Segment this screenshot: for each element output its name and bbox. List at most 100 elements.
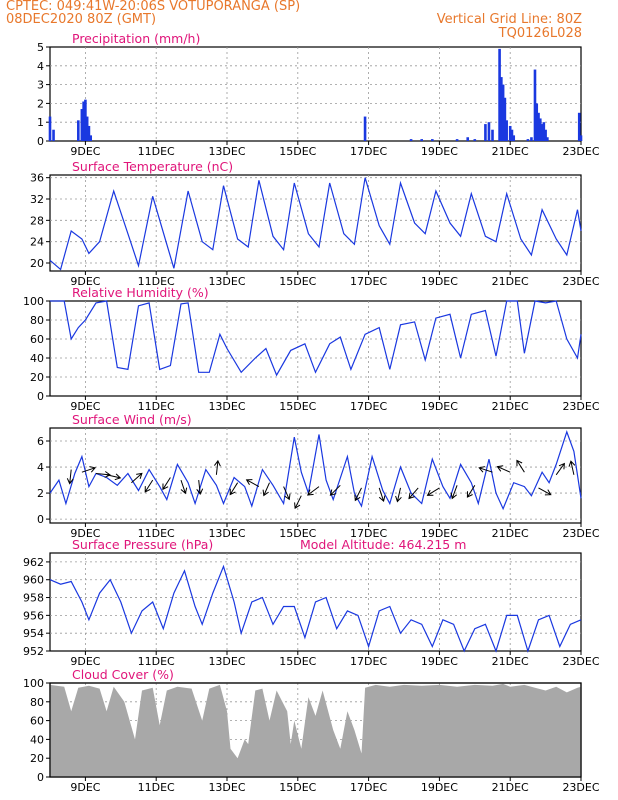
panel-frame xyxy=(49,300,582,397)
precip-bar xyxy=(409,139,413,141)
y-tick-label: 2 xyxy=(37,97,44,110)
precip-bar xyxy=(484,124,487,141)
panel-frame xyxy=(49,174,582,272)
precip-bar xyxy=(540,124,544,141)
y-tick-label: 954 xyxy=(23,627,44,640)
wind-arrow xyxy=(180,479,188,495)
y-tick-label: 0 xyxy=(37,135,44,148)
x-tick-label: 17DEC xyxy=(350,781,387,794)
precip-bar xyxy=(473,139,477,141)
panel-title: Relative Humidity (%) xyxy=(72,285,209,300)
x-tick-label: 13DEC xyxy=(208,527,245,540)
precip-bar xyxy=(544,129,547,141)
wind-arrow xyxy=(378,487,386,503)
panel-title: Cloud Cover (%) xyxy=(72,667,174,682)
y-tick-label: 60 xyxy=(30,715,44,728)
wind-arrow xyxy=(408,487,419,500)
wind-arrow xyxy=(538,487,552,496)
precip-bar xyxy=(363,116,367,141)
y-tick-label: 2 xyxy=(37,487,44,500)
wind-arrow xyxy=(245,479,260,488)
precip-bar xyxy=(537,112,540,141)
x-tick-label: 19DEC xyxy=(421,527,458,540)
wind-arrow xyxy=(131,472,143,484)
precip-bar xyxy=(546,137,549,141)
x-tick-label: 15DEC xyxy=(279,275,316,288)
model-code: TQ0126L028 xyxy=(498,26,582,41)
x-tick-label: 19DEC xyxy=(421,655,458,668)
station-header: CPTEC: 049:41W-20:06S VOTUPORANGA (SP) xyxy=(6,0,301,14)
panel-title: Precipitation (mm/h) xyxy=(72,31,200,46)
y-tick-label: 28 xyxy=(30,214,44,227)
x-tick-label: 17DEC xyxy=(350,145,387,158)
precip-bar xyxy=(508,125,512,141)
wind-arrow xyxy=(466,485,476,498)
x-tick-label: 23DEC xyxy=(562,655,599,668)
x-tick-label: 19DEC xyxy=(421,275,458,288)
x-tick-label: 21DEC xyxy=(492,655,529,668)
wind-arrow xyxy=(516,459,525,473)
precip-bar xyxy=(505,120,508,141)
x-tick-label: 9DEC xyxy=(70,275,100,288)
y-tick-label: 20 xyxy=(30,371,44,384)
rh-line xyxy=(50,300,582,377)
wind-arrow xyxy=(106,473,122,481)
y-tick-label: 6 xyxy=(37,435,44,448)
precip-bar xyxy=(455,139,459,141)
panel-frame xyxy=(49,427,582,524)
precip-bar xyxy=(80,109,84,141)
x-tick-label: 23DEC xyxy=(562,275,599,288)
x-tick-label: 17DEC xyxy=(350,655,387,668)
x-tick-label: 15DEC xyxy=(279,400,316,413)
precip-bar xyxy=(420,139,423,141)
x-tick-label: 15DEC xyxy=(279,145,316,158)
temp-line xyxy=(49,177,582,271)
x-tick-label: 21DEC xyxy=(492,400,529,413)
precip-bar xyxy=(85,116,89,141)
precip-bar xyxy=(52,129,55,141)
wind-arrow xyxy=(329,484,341,496)
y-tick-label: 20 xyxy=(30,752,44,765)
pressure-line xyxy=(49,564,582,653)
x-tick-label: 11DEC xyxy=(138,781,175,794)
precip-bar xyxy=(538,118,542,141)
precip-bar xyxy=(530,137,533,141)
precip-bar xyxy=(89,135,93,141)
grid-note: Vertical Grid Line: 80Z xyxy=(436,12,582,27)
x-tick-label: 23DEC xyxy=(562,781,599,794)
wind-arrow xyxy=(196,480,204,495)
y-tick-label: 100 xyxy=(23,295,44,308)
x-tick-label: 23DEC xyxy=(562,145,599,158)
y-tick-label: 4 xyxy=(37,60,44,73)
x-tick-label: 21DEC xyxy=(492,275,529,288)
x-tick-label: 15DEC xyxy=(279,781,316,794)
x-tick-label: 17DEC xyxy=(350,275,387,288)
wind-arrow xyxy=(81,466,97,473)
wind-arrow xyxy=(568,460,576,475)
x-tick-label: 11DEC xyxy=(138,527,175,540)
x-tick-label: 11DEC xyxy=(138,400,175,413)
wind-arrow xyxy=(294,495,302,510)
precip-bar xyxy=(503,97,507,141)
y-tick-label: 60 xyxy=(30,333,44,346)
wind-arrow xyxy=(213,459,221,475)
precip-bar xyxy=(466,137,470,141)
x-tick-label: 11DEC xyxy=(138,145,175,158)
panel-title: Surface Wind (m/s) xyxy=(72,412,192,427)
panel-title: Surface Pressure (hPa) xyxy=(72,537,213,552)
wind-line xyxy=(49,430,582,511)
x-tick-label: 15DEC xyxy=(279,655,316,668)
x-tick-label: 11DEC xyxy=(138,275,175,288)
y-tick-label: 962 xyxy=(23,556,44,569)
precip-bar xyxy=(500,77,503,141)
panel-frame xyxy=(49,682,582,778)
x-tick-label: 13DEC xyxy=(208,400,245,413)
precip-bar xyxy=(48,116,52,141)
y-tick-label: 36 xyxy=(30,172,44,185)
y-tick-label: 960 xyxy=(23,574,44,587)
wind-arrow xyxy=(283,486,291,501)
wind-arrow xyxy=(354,487,362,502)
y-tick-label: 1 xyxy=(37,116,44,129)
y-tick-label: 20 xyxy=(30,257,44,270)
